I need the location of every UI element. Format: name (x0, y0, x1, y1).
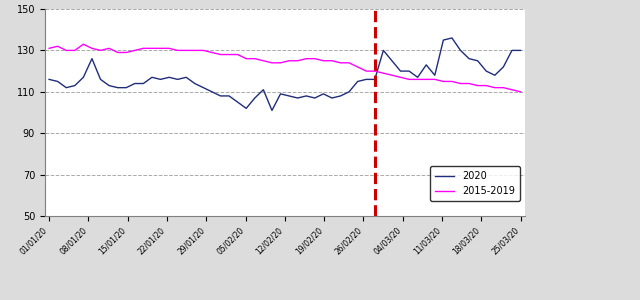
2015-2019 (225, 53, 233, 56)
2015-2019 (319, 59, 327, 62)
2020 (319, 92, 327, 96)
Line: 2020: 2020 (49, 38, 520, 110)
2015-2019 (79, 42, 87, 46)
Line: 2015-2019: 2015-2019 (49, 44, 520, 92)
2020 (362, 78, 370, 81)
2020 (448, 36, 456, 40)
2015-2019 (54, 44, 61, 48)
2015-2019 (45, 46, 53, 50)
2015-2019 (362, 69, 370, 73)
2020 (345, 90, 353, 94)
2015-2019 (414, 78, 422, 81)
2020 (268, 109, 276, 112)
2020 (414, 76, 422, 79)
2020 (54, 80, 61, 83)
2020 (217, 94, 225, 98)
2020 (45, 78, 53, 81)
2020 (516, 49, 524, 52)
2015-2019 (516, 90, 524, 94)
2015-2019 (345, 61, 353, 64)
Legend: 2020, 2015-2019: 2020, 2015-2019 (430, 166, 520, 201)
